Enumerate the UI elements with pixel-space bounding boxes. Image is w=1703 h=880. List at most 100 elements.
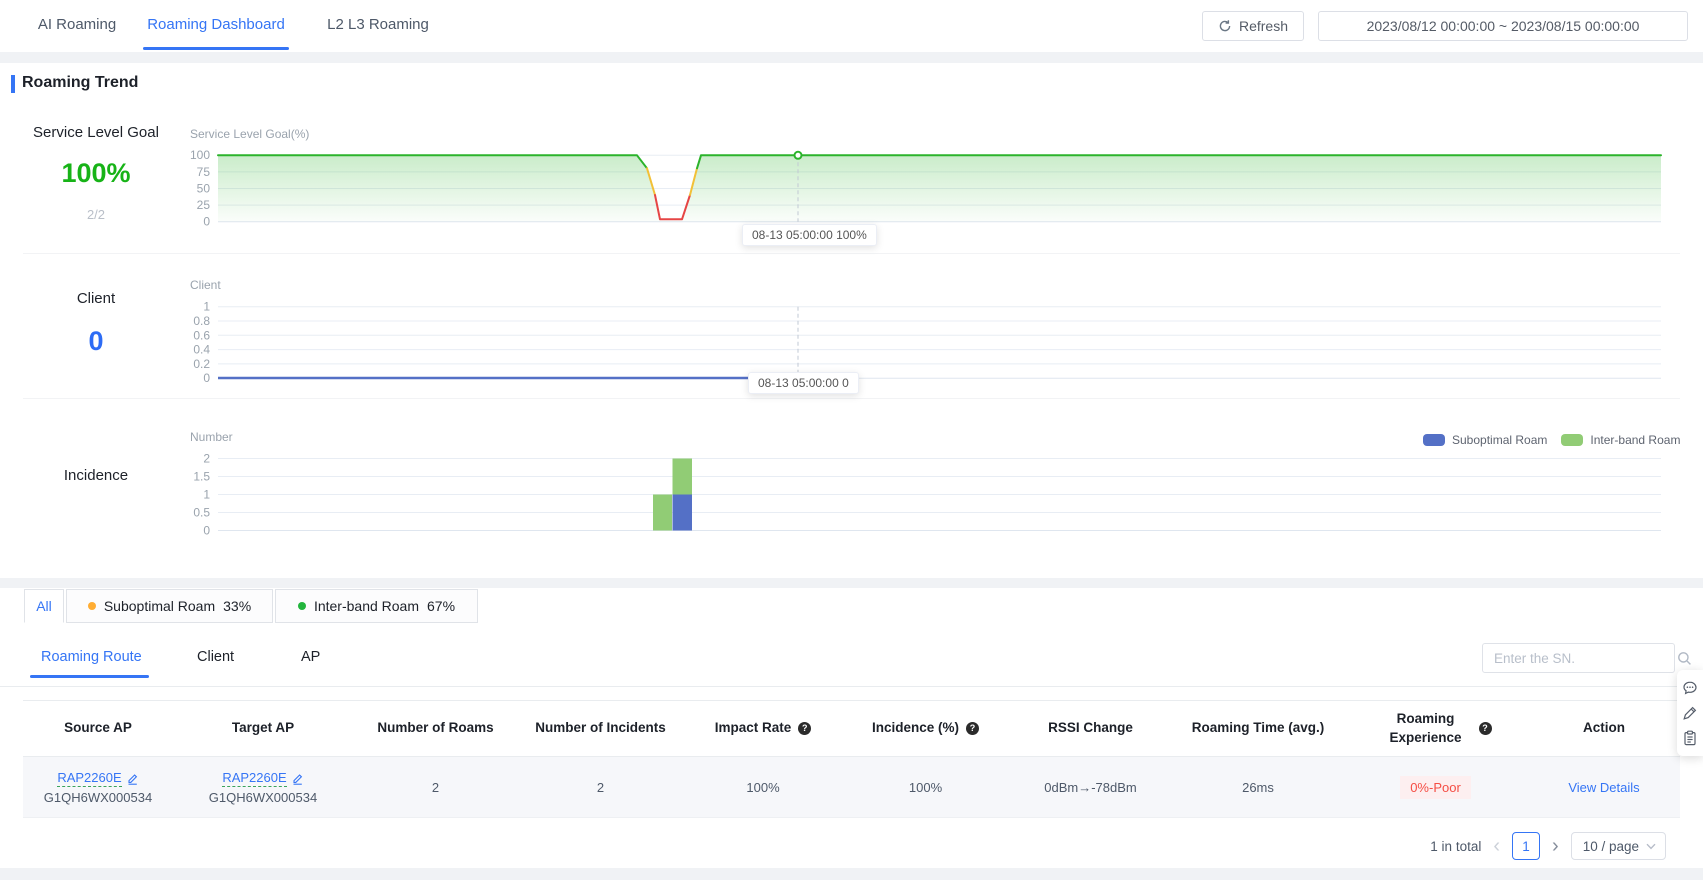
active-tab-underline — [143, 47, 289, 50]
y-axis-ticks: 1 0.8 0.6 0.4 0.2 0 — [193, 300, 210, 386]
help-icon[interactable] — [798, 722, 812, 735]
chart-title: Service Level Goal(%) — [190, 127, 309, 141]
refresh-button[interactable]: Refresh — [1202, 11, 1304, 41]
row-divider — [23, 253, 1680, 254]
legend-label: Suboptimal Roam — [1452, 433, 1548, 447]
chart-tooltip: 08-13 05:00:00 0 — [748, 372, 859, 394]
incidence-chart[interactable]: Number 2 1.5 1 0.5 0 — [160, 410, 1680, 545]
legend-item-interband[interactable]: Inter-band Roam — [1561, 433, 1680, 447]
filter-tab-interband-roam[interactable]: Inter-band Roam 67% — [275, 589, 478, 623]
help-icon[interactable] — [1478, 722, 1492, 735]
cell-incidence: 100% — [908, 779, 943, 795]
client-value: 0 — [16, 326, 176, 357]
prev-page-button[interactable]: ‹ — [1493, 835, 1501, 857]
service-level-goal-ratio: 2/2 — [16, 207, 176, 222]
page-size-value: 10 / page — [1582, 838, 1639, 854]
filter-tab-label: Suboptimal Roam — [103, 598, 216, 614]
client-chart[interactable]: Client 1 0.8 0.6 0.4 0.2 0 — [160, 255, 1680, 405]
filter-tab-percent: 33% — [223, 598, 252, 614]
metric-sub-value: 2/2 — [86, 207, 106, 222]
chevron-down-icon — [1646, 843, 1656, 849]
legend-swatch — [1423, 434, 1445, 446]
metric-value: 100% — [61, 158, 131, 188]
legend-item-suboptimal[interactable]: Suboptimal Roam — [1423, 433, 1547, 447]
goal-area-fill — [218, 155, 1661, 222]
section-accent-bar — [11, 75, 15, 93]
col-number-of-roams: Number of Roams — [377, 720, 494, 736]
target-ap-sn: G1QH6WX000534 — [208, 789, 318, 805]
svg-text:0.5: 0.5 — [193, 506, 210, 520]
col-roaming-experience: Roaming Experience — [1343, 710, 1528, 746]
page-1-button[interactable]: 1 — [1512, 832, 1541, 860]
col-source-ap: Source AP — [64, 720, 132, 736]
cell-roaming-experience: 0%-Poor — [1343, 775, 1528, 799]
gridlines — [218, 306, 1661, 379]
svg-text:2: 2 — [203, 452, 210, 466]
edit-icon[interactable] — [126, 771, 139, 785]
sn-search-input[interactable] — [1483, 650, 1677, 666]
y-axis-ticks: 2 1.5 1 0.5 0 — [193, 452, 210, 538]
tab-label: Roaming Dashboard — [147, 16, 285, 33]
subtab-client[interactable]: Client — [197, 649, 235, 665]
col-action: Action — [1583, 720, 1625, 736]
cell-roaming-time: 26ms — [1242, 779, 1274, 795]
table-header: Source AP Target AP Number of Roams Numb… — [23, 700, 1680, 757]
roaming-detail-card: All Suboptimal Roam 33% Inter-band Roam … — [0, 588, 1703, 868]
service-level-chart[interactable]: Service Level Goal(%) 100 75 50 25 0 — [160, 115, 1680, 250]
view-details-link[interactable]: View Details — [1568, 779, 1640, 795]
y-axis-ticks: 100 75 50 25 0 — [190, 148, 210, 229]
feedback-pen-icon[interactable] — [1682, 705, 1698, 721]
tab-ai-roaming[interactable]: AI Roaming — [24, 0, 130, 52]
row-divider — [23, 398, 1680, 399]
subtab-ap[interactable]: AP — [301, 649, 321, 665]
filter-tab-percent: 67% — [427, 598, 456, 614]
date-range-picker[interactable]: 2023/08/12 00:00:00 ~ 2023/08/15 00:00:0… — [1318, 11, 1688, 41]
col-impact-rate: Impact Rate — [683, 719, 843, 737]
metric-label: Service Level Goal — [33, 124, 159, 141]
svg-text:1: 1 — [203, 488, 210, 502]
tab-roaming-dashboard[interactable]: Roaming Dashboard — [143, 0, 289, 52]
chat-bubble-icon[interactable] — [1682, 680, 1698, 696]
service-level-goal-metric: Service Level Goal — [16, 124, 176, 141]
suboptimal-dot-icon — [87, 602, 96, 610]
col-target-ap: Target AP — [231, 720, 295, 736]
chart-legend: Suboptimal Roam Inter-band Roam — [1423, 433, 1680, 447]
svg-text:0: 0 — [203, 371, 210, 385]
help-icon[interactable] — [966, 722, 980, 735]
filter-tab-all[interactable]: All — [24, 589, 64, 623]
subtab-bottom-border — [0, 686, 1703, 687]
tab-label: L2 L3 Roaming — [327, 16, 429, 33]
metric-value: 0 — [88, 326, 104, 356]
service-level-goal-value: 100% — [16, 158, 176, 189]
source-ap-link[interactable]: RAP2260E — [57, 769, 122, 787]
cell-source-ap: RAP2260E G1QH6WX000534 — [23, 770, 173, 805]
svg-text:0: 0 — [203, 524, 210, 538]
search-icon[interactable] — [1677, 651, 1692, 666]
svg-text:50: 50 — [197, 182, 211, 196]
chart-title: Client — [190, 278, 221, 292]
next-page-button[interactable]: › — [1552, 835, 1559, 857]
edit-icon[interactable] — [291, 771, 304, 785]
svg-text:0.6: 0.6 — [193, 328, 210, 342]
svg-text:1: 1 — [203, 300, 210, 314]
target-ap-link[interactable]: RAP2260E — [222, 769, 287, 787]
section-title: Roaming Trend — [22, 74, 139, 91]
active-subtab-underline — [30, 675, 149, 678]
floating-toolbar — [1677, 670, 1703, 756]
suboptimal-bar-2 — [672, 494, 692, 531]
svg-text:0.8: 0.8 — [193, 314, 210, 328]
experience-badge: 0%-Poor — [1400, 775, 1471, 799]
subtab-roaming-route[interactable]: Roaming Route — [41, 649, 142, 665]
table-row: RAP2260E G1QH6WX000534 RAP2260E — [23, 757, 1680, 818]
cell-rssi-change: 0dBm→-78dBm — [1044, 779, 1137, 795]
cell-roams: 2 — [431, 779, 440, 795]
filter-tab-suboptimal-roam[interactable]: Suboptimal Roam 33% — [66, 589, 273, 623]
col-number-of-incidents: Number of Incidents — [535, 720, 666, 736]
refresh-icon — [1219, 20, 1231, 32]
page-size-select[interactable]: 10 / page — [1570, 832, 1666, 860]
clipboard-icon[interactable] — [1682, 730, 1698, 746]
tab-l2-l3-roaming[interactable]: L2 L3 Roaming — [322, 0, 434, 52]
metric-label: Incidence — [63, 467, 129, 484]
goal-line — [217, 154, 1662, 221]
tab-label: AI Roaming — [37, 16, 117, 33]
